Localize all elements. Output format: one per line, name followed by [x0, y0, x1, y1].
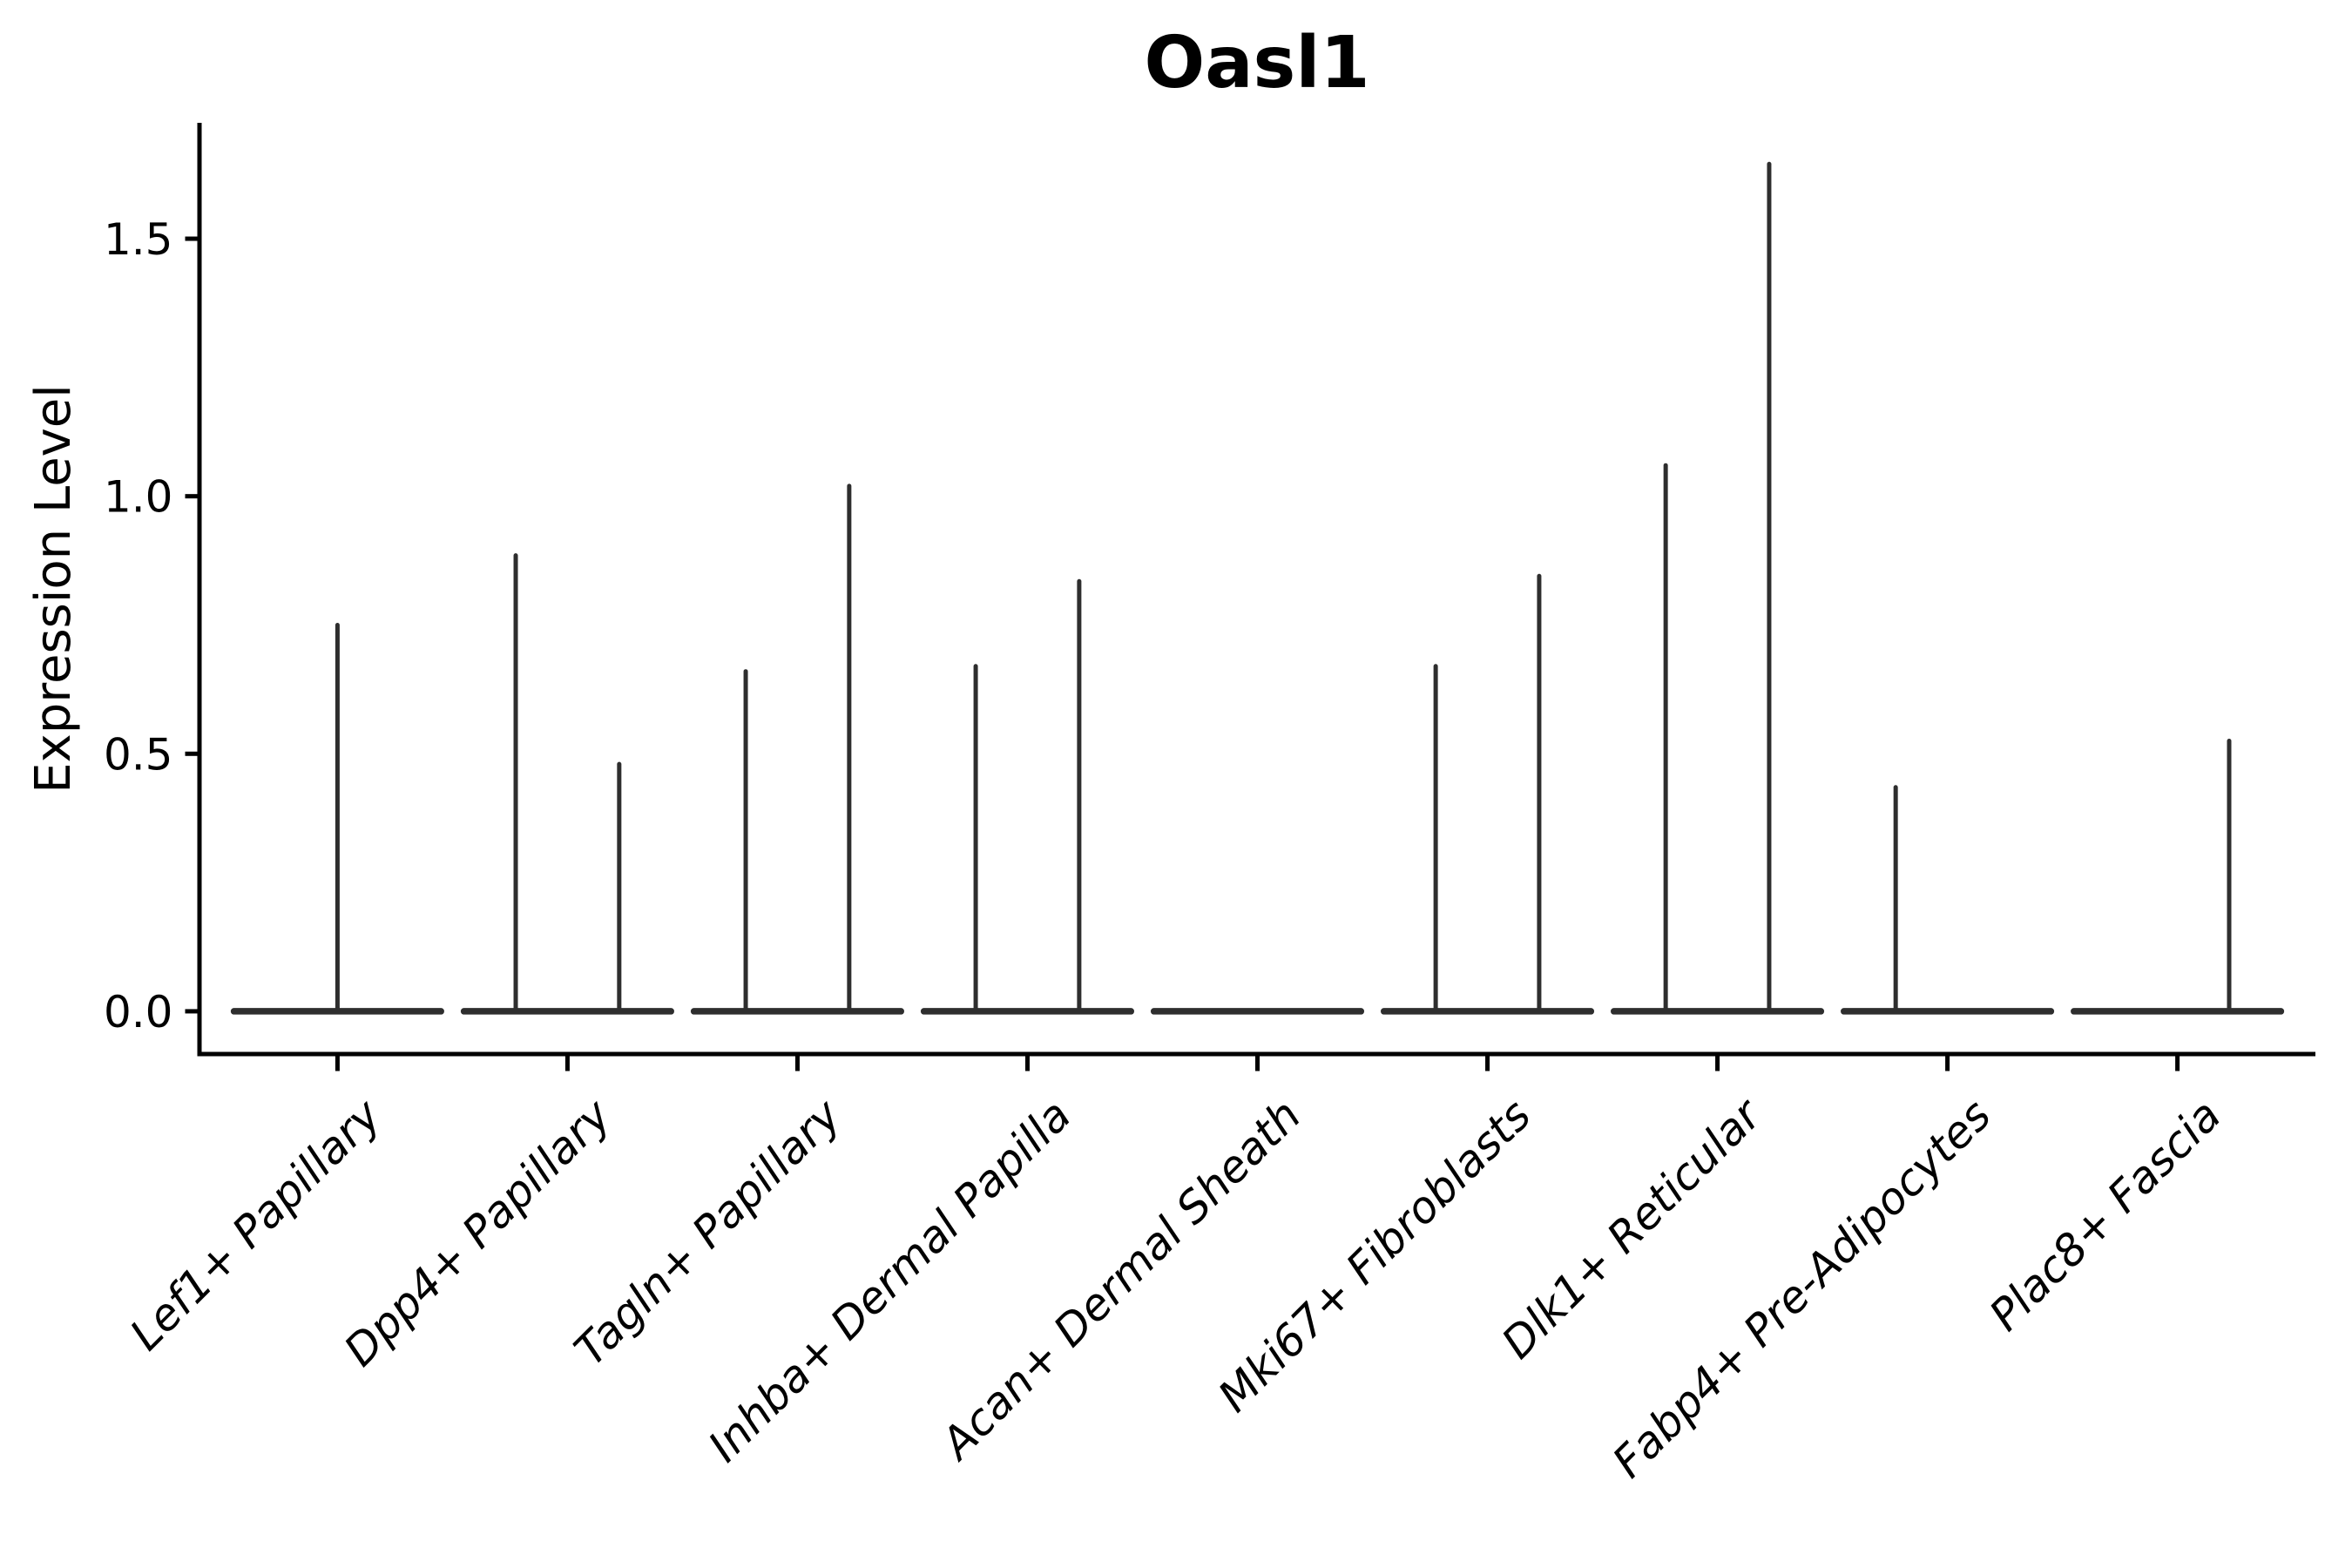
y-tick-label: 1.5	[104, 214, 173, 265]
x-tick-label: Fabp4+ Pre-Adipocytes	[1603, 1090, 2001, 1488]
x-tick-label: Inhba+ Dermal Papilla	[699, 1090, 1080, 1471]
y-tick-label: 0.0	[104, 987, 173, 1037]
x-tick-label: Plac8+ Fascia	[1980, 1090, 2231, 1341]
y-tick-label: 0.5	[104, 729, 173, 780]
x-tick-label: Lef1+ Papillary	[120, 1089, 391, 1360]
chart-title: Oasl1	[1144, 22, 1370, 105]
y-tick-label: 1.0	[104, 472, 173, 523]
